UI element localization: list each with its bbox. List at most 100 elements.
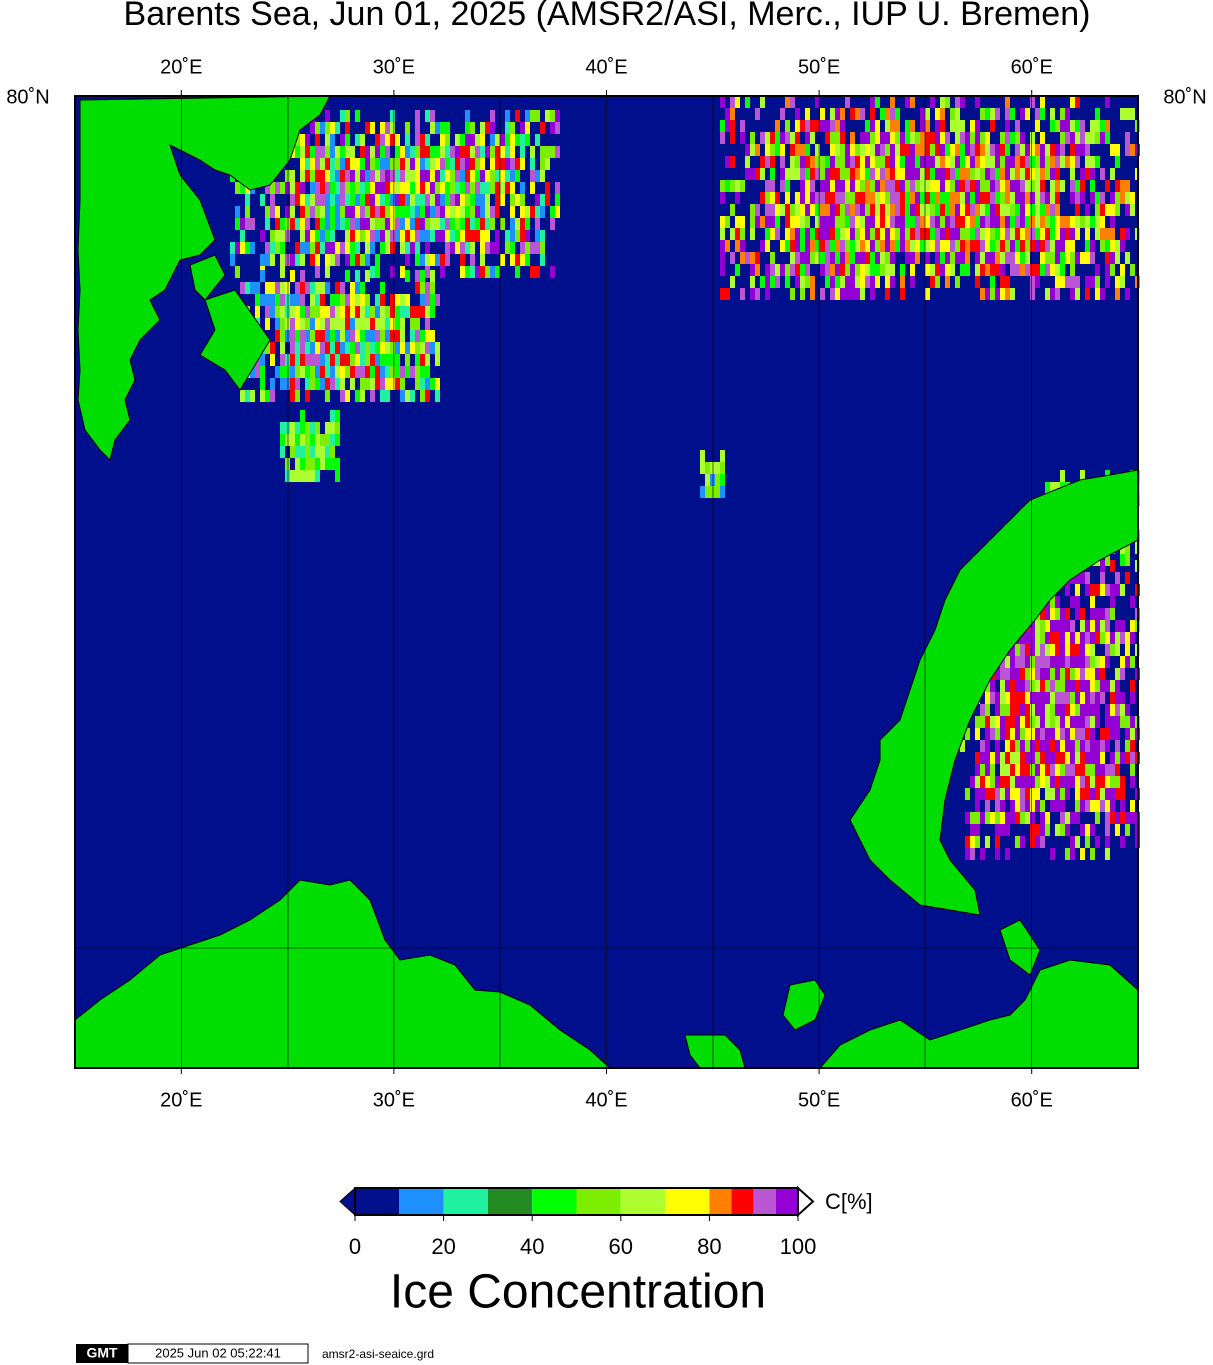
ice-cell <box>280 254 285 266</box>
ice-cell <box>950 264 955 276</box>
ice-cell <box>440 170 445 182</box>
ice-cell <box>950 180 955 192</box>
ice-cell <box>455 146 460 158</box>
ice-cell <box>905 144 910 156</box>
ice-cell <box>890 156 895 168</box>
ice-cell <box>345 330 350 342</box>
ice-cell <box>1105 120 1110 132</box>
ice-cell <box>1035 656 1040 668</box>
ice-cell <box>1005 656 1010 668</box>
ice-cell <box>770 252 775 264</box>
ice-cell <box>535 218 540 230</box>
ice-cell <box>345 122 350 134</box>
ice-cell <box>995 812 1000 824</box>
ice-cell <box>960 192 965 204</box>
ice-cell <box>340 218 345 230</box>
ice-cell <box>875 228 880 240</box>
ice-cell <box>1095 716 1100 728</box>
ice-cell <box>395 146 400 158</box>
ice-cell <box>960 96 965 108</box>
ice-cell <box>325 306 330 318</box>
ice-cell <box>1120 704 1125 716</box>
ice-cell <box>755 144 760 156</box>
ice-cell <box>405 206 410 218</box>
ice-cell <box>900 228 905 240</box>
ice-cell <box>1030 620 1035 632</box>
ice-cell <box>475 170 480 182</box>
ice-cell <box>460 194 465 206</box>
ice-cell <box>1090 252 1095 264</box>
ice-cell <box>980 168 985 180</box>
ice-cell <box>930 216 935 228</box>
ice-cell <box>405 158 410 170</box>
ice-cell <box>825 180 830 192</box>
ice-cell <box>1025 192 1030 204</box>
ice-cell <box>940 108 945 120</box>
ice-cell <box>525 230 530 242</box>
ice-cell <box>385 206 390 218</box>
ice-cell <box>535 170 540 182</box>
ice-cell <box>355 182 360 194</box>
ice-cell <box>280 182 285 194</box>
ice-cell <box>830 156 835 168</box>
ice-cell <box>875 276 880 288</box>
ice-cell <box>955 132 960 144</box>
ice-cell <box>950 144 955 156</box>
ice-cell <box>455 218 460 230</box>
ice-cell <box>325 378 330 390</box>
ice-cell <box>1000 180 1005 192</box>
ice-cell <box>330 158 335 170</box>
ice-cell <box>1115 144 1120 156</box>
ice-cell <box>1120 692 1125 704</box>
ice-cell <box>445 242 450 254</box>
ice-cell <box>955 216 960 228</box>
ice-cell <box>465 158 470 170</box>
ice-cell <box>805 276 810 288</box>
ice-cell <box>1085 656 1090 668</box>
ice-cell <box>350 342 355 354</box>
ice-cell <box>1070 620 1075 632</box>
ice-cell <box>325 342 330 354</box>
ice-cell <box>1015 752 1020 764</box>
ice-cell <box>1005 276 1010 288</box>
ice-cell <box>455 134 460 146</box>
ice-cell <box>770 276 775 288</box>
ice-cell <box>1000 240 1005 252</box>
ice-cell <box>1120 776 1125 788</box>
ice-cell <box>350 182 355 194</box>
ice-cell <box>730 132 735 144</box>
ice-cell <box>470 266 475 278</box>
ice-cell <box>555 122 560 134</box>
ice-cell <box>800 216 805 228</box>
ice-cell <box>545 182 550 194</box>
ice-cell <box>975 776 980 788</box>
ice-cell <box>535 242 540 254</box>
ice-cell <box>1070 656 1075 668</box>
ice-cell <box>490 158 495 170</box>
ice-cell <box>335 158 340 170</box>
ice-cell <box>555 110 560 122</box>
ice-cell <box>1095 228 1100 240</box>
ice-cell <box>325 282 330 294</box>
ice-cell <box>445 146 450 158</box>
ice-cell <box>1095 836 1100 848</box>
ice-cell <box>1040 728 1045 740</box>
ice-cell <box>270 254 275 266</box>
ice-cell <box>495 206 500 218</box>
ice-cell <box>395 366 400 378</box>
ice-cell <box>900 216 905 228</box>
ice-cell <box>1005 848 1010 860</box>
ice-cell <box>1040 108 1045 120</box>
ice-cell <box>520 122 525 134</box>
ice-cell <box>1110 144 1115 156</box>
ice-cell <box>850 276 855 288</box>
ice-cell <box>980 240 985 252</box>
ice-cell <box>905 96 910 108</box>
ice-cell <box>1100 668 1105 680</box>
ice-cell <box>355 306 360 318</box>
ice-cell <box>335 378 340 390</box>
ice-cell <box>815 156 820 168</box>
ice-cell <box>1080 656 1085 668</box>
ice-cell <box>1005 240 1010 252</box>
ice-cell <box>900 264 905 276</box>
